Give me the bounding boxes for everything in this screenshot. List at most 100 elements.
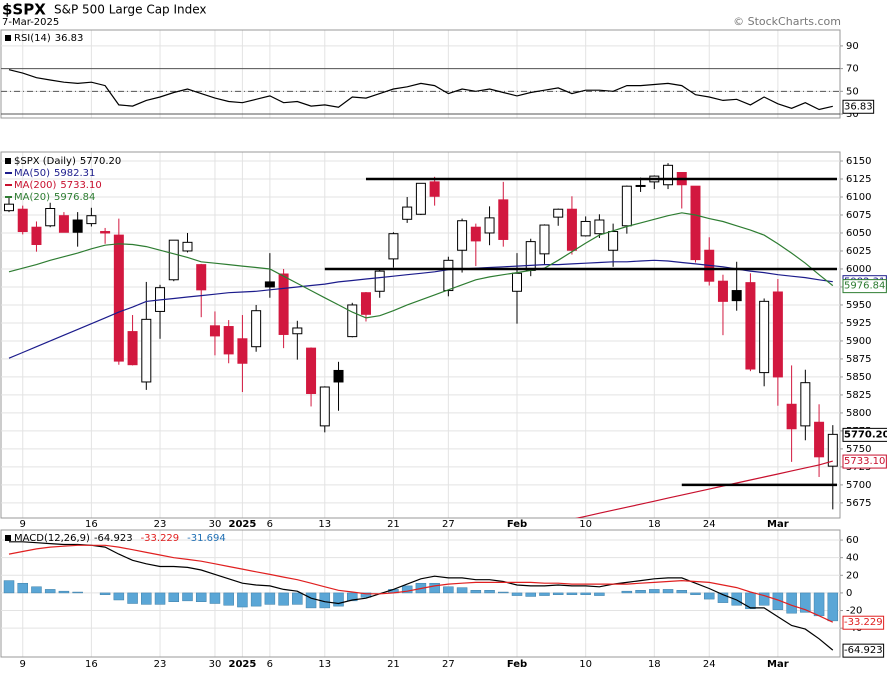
histogram-bar bbox=[113, 592, 125, 601]
x-tick-label: 6 bbox=[267, 519, 273, 530]
value-label-box bbox=[842, 454, 887, 469]
value-label: 5976.84 bbox=[844, 281, 885, 292]
histogram-bar bbox=[333, 592, 344, 607]
candle-body bbox=[388, 233, 399, 260]
histogram-bar bbox=[580, 592, 591, 595]
histogram-bar bbox=[827, 592, 839, 622]
chart-title: $SPX bbox=[2, 1, 46, 19]
y-tick-label: 60 bbox=[846, 535, 859, 546]
credit: © StockCharts.com bbox=[733, 15, 841, 28]
x-tick-label: 18 bbox=[648, 519, 661, 530]
legend-value: 36.83 bbox=[55, 33, 84, 44]
candle-body bbox=[127, 331, 138, 366]
y-tick-label: 6000 bbox=[846, 264, 871, 275]
panel-frame bbox=[0, 529, 841, 658]
candle-body bbox=[278, 273, 289, 335]
histogram-bar bbox=[168, 592, 180, 602]
x-tick-label: 24 bbox=[703, 519, 716, 530]
histogram-bar bbox=[552, 592, 564, 595]
histogram-bar bbox=[690, 592, 701, 595]
candle-body bbox=[717, 280, 728, 302]
legend-value: -33.229 bbox=[141, 533, 180, 544]
x-tick-label: 13 bbox=[318, 519, 331, 530]
candle-body bbox=[58, 215, 69, 233]
series-line bbox=[8, 69, 833, 111]
x-tick-label: Feb bbox=[507, 659, 527, 670]
x-tick-label: Feb bbox=[507, 519, 527, 530]
candle-body bbox=[800, 382, 811, 427]
candles bbox=[4, 163, 838, 510]
value-label: 36.83 bbox=[844, 101, 873, 112]
series-line bbox=[8, 259, 833, 359]
series-line bbox=[8, 212, 834, 319]
histogram-bar bbox=[154, 592, 166, 605]
x-tick-label: 16 bbox=[85, 659, 98, 670]
x-tick-label: 10 bbox=[579, 519, 592, 530]
histogram-bar bbox=[443, 586, 454, 594]
candle-body bbox=[17, 208, 28, 233]
y-tick-label: 5825 bbox=[846, 390, 871, 401]
legend-value: 5733.10 bbox=[60, 180, 101, 191]
candle-body bbox=[31, 226, 42, 245]
chart-subtitle: S&P 500 Large Cap Index bbox=[54, 3, 207, 17]
x-tick-label: 10 bbox=[579, 659, 592, 670]
candle-body bbox=[621, 185, 632, 227]
histogram-bar bbox=[292, 592, 303, 605]
histogram-bar bbox=[429, 582, 440, 594]
y-tick-label: 5875 bbox=[846, 354, 871, 365]
y-tick-label: 6025 bbox=[846, 246, 871, 257]
y-tick-label: 5750 bbox=[846, 444, 871, 455]
candle-body bbox=[333, 369, 344, 383]
candle-body bbox=[168, 239, 179, 281]
candle-body bbox=[72, 219, 83, 233]
panel-frame bbox=[0, 29, 841, 119]
histogram-bar bbox=[731, 592, 742, 606]
histogram-bar bbox=[401, 585, 413, 594]
candle-body bbox=[196, 264, 207, 291]
histogram-bar bbox=[99, 592, 111, 595]
histogram-bar bbox=[31, 586, 42, 594]
legend-label: MA(200) bbox=[14, 180, 56, 191]
x-tick-label: 27 bbox=[442, 519, 455, 530]
candle-body bbox=[690, 185, 701, 261]
histogram-bar bbox=[539, 592, 550, 596]
candle-body bbox=[4, 203, 14, 212]
legend-label: MACD(12,26,9) bbox=[14, 533, 90, 544]
histogram-bar bbox=[594, 592, 605, 596]
histogram-bar bbox=[566, 592, 578, 595]
candle-body bbox=[264, 281, 275, 288]
y-tick-label: 6050 bbox=[846, 228, 871, 239]
histogram-bar bbox=[813, 592, 825, 617]
value-label-box bbox=[842, 279, 887, 294]
x-tick-label: 21 bbox=[387, 659, 400, 670]
histogram-bar bbox=[44, 589, 56, 594]
candle-body bbox=[86, 215, 97, 225]
candle-body bbox=[457, 220, 468, 251]
value-label-box bbox=[842, 99, 875, 114]
legend-value: 5976.84 bbox=[54, 192, 95, 203]
histogram-bar bbox=[3, 580, 15, 594]
candle-body bbox=[360, 292, 371, 315]
candle-body bbox=[182, 241, 193, 252]
legend-value: 5982.31 bbox=[54, 168, 95, 179]
candle-body bbox=[374, 270, 385, 292]
legend-swatch bbox=[5, 535, 11, 541]
y-tick-label: 5950 bbox=[846, 300, 871, 311]
histogram-bar bbox=[635, 590, 646, 594]
y-tick-label: 5675 bbox=[846, 498, 871, 509]
histogram-bar bbox=[484, 590, 495, 594]
histogram-bar bbox=[141, 592, 152, 605]
candle-body bbox=[100, 231, 111, 234]
x-tick-label: 24 bbox=[703, 659, 716, 670]
histogram-bar bbox=[72, 591, 83, 594]
candle-body bbox=[608, 231, 619, 251]
histogram-bar bbox=[209, 592, 221, 604]
x-tick-label: 6 bbox=[267, 659, 273, 670]
series-line bbox=[8, 544, 834, 623]
candle-body bbox=[237, 338, 248, 364]
y-tick-label: 5900 bbox=[846, 336, 871, 347]
histogram-bar bbox=[676, 590, 688, 594]
value-label-box bbox=[842, 643, 885, 658]
y-tick-label: 0 bbox=[846, 588, 852, 599]
